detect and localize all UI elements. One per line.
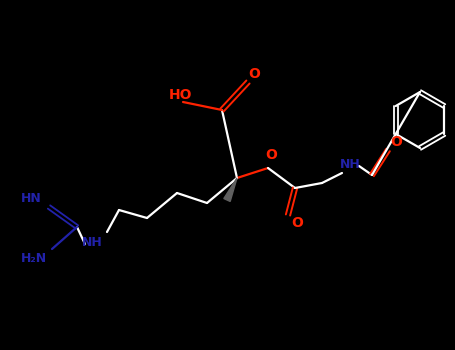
Text: NH: NH <box>339 159 360 172</box>
Text: O: O <box>265 148 277 162</box>
Text: O: O <box>390 135 402 149</box>
Text: H₂N: H₂N <box>21 252 47 266</box>
Text: O: O <box>291 216 303 230</box>
Text: HO: HO <box>169 88 193 102</box>
Text: NH: NH <box>81 236 102 248</box>
Text: HN: HN <box>20 193 41 205</box>
Polygon shape <box>224 178 237 202</box>
Text: O: O <box>248 67 260 81</box>
